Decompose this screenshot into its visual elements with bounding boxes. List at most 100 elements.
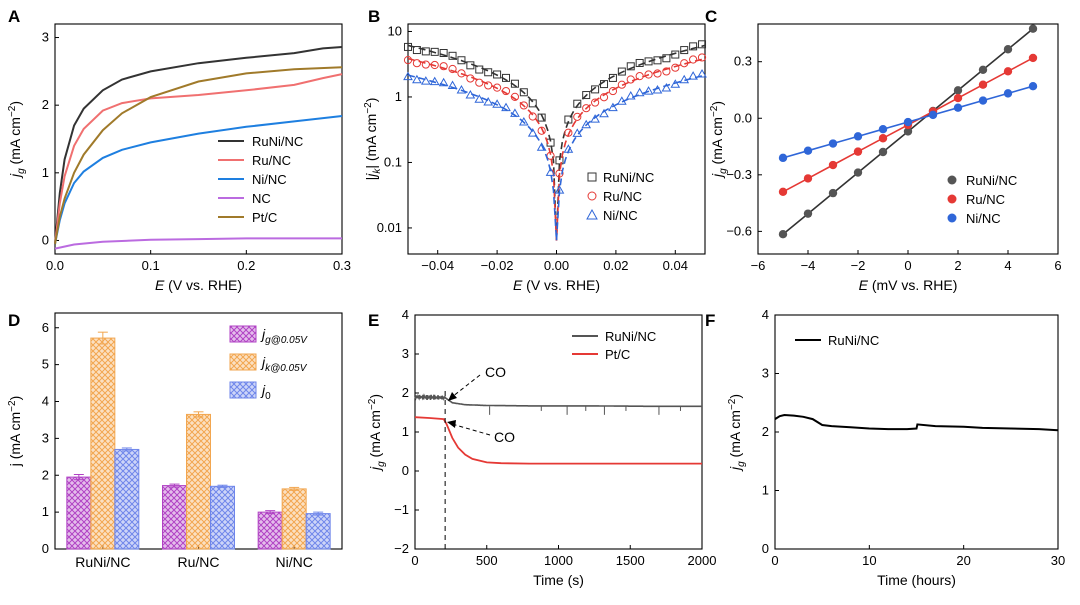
panel-e-xlabel: Time (s) — [533, 572, 584, 588]
panel-b-point-ru-nc — [555, 169, 564, 178]
panel-d-bar-jk-0-05v — [90, 337, 116, 550]
panel-c-point-runi-nc — [803, 209, 813, 218]
panel-b-point-ni-nc — [447, 80, 458, 90]
panel-c-point-runi-nc — [1028, 24, 1038, 33]
panel-c-xtick-label: −6 — [751, 258, 766, 273]
panel-b-point-ru-nc — [680, 59, 689, 68]
panel-b-point-ru-nc — [599, 93, 609, 102]
panel-d-ytick-label: 6 — [42, 320, 49, 335]
panel-b-xtick-label: 0.04 — [663, 258, 688, 273]
panel-b-point-ru-nc — [493, 83, 502, 92]
panel-c-point-ru-nc — [878, 134, 888, 143]
panel-b-point-ni-nc — [483, 96, 494, 106]
panel-a-series-ru-nc — [54, 73, 343, 245]
panel-b-point-ru-nc — [484, 81, 493, 90]
panel-b-ytick-label: 10 — [388, 23, 402, 38]
panel-c-legend-label: Ru/NC — [966, 192, 1005, 207]
panel-d-legend-swatch — [229, 325, 257, 343]
panel-b-point-runi-nc — [689, 42, 698, 51]
panel-b-fit-ru-nc — [407, 57, 706, 241]
panel-b-point-ni-nc — [643, 86, 654, 95]
panel-b-point-ni-nc — [670, 79, 681, 88]
panel-c-point-ni-nc — [1028, 82, 1038, 91]
panel-a-xlabel: E (V vs. RHE) — [155, 277, 242, 293]
panel-b-point-runi-nc — [510, 79, 519, 88]
panel-b-point-ni-nc — [518, 116, 529, 126]
panel-c-point-ru-nc — [803, 174, 813, 183]
panel-b-point-ru-nc — [403, 55, 413, 65]
panel-f-ytick-label: 2 — [762, 424, 769, 439]
panel-d-bar-jg-0-05v — [162, 485, 187, 550]
panel-b-point-ru-nc — [653, 69, 662, 78]
panel-b-point-ni-nc — [510, 108, 520, 117]
panel-b-point-ru-nc — [448, 64, 457, 74]
panel-b-point-ru-nc — [537, 126, 546, 135]
panel-c-point-ni-nc — [803, 146, 813, 155]
panel-b-point-runi-nc — [466, 61, 475, 70]
panel-b-point-runi-nc — [555, 156, 564, 165]
panel-b-point-ru-nc — [528, 112, 537, 121]
panel-b-legend-marker — [587, 172, 597, 182]
panel-b-point-ni-nc — [536, 142, 547, 151]
panel-b-xtick-label: −0.04 — [421, 258, 454, 273]
panel-c-point-ni-nc — [778, 153, 788, 163]
panel-b-point-runi-nc — [662, 54, 671, 63]
panel-d-bar-j0 — [305, 513, 331, 550]
panel-b-point-runi-nc — [404, 42, 412, 51]
panel-d-bar-j0 — [114, 448, 140, 550]
panel-c-point-runi-nc — [878, 147, 888, 157]
panel-c-point-runi-nc — [778, 230, 788, 239]
panel-e-ytick-label: 0 — [402, 463, 409, 478]
panel-c-legend-marker — [947, 175, 957, 185]
panel-b-point-ni-nc — [465, 90, 476, 99]
panel-c-xtick-label: 2 — [954, 258, 961, 273]
panel-f-xlabel: Time (hours) — [877, 572, 956, 588]
panel-f-xtick-label: 30 — [1051, 553, 1065, 568]
panel-b-point-ni-nc — [527, 128, 538, 137]
panel-b-point-ru-nc — [430, 60, 439, 70]
panel-b-point-runi-nc — [430, 47, 439, 56]
panel-c-ytick-label: −0.3 — [726, 167, 752, 182]
panel-c-point-ni-nc — [828, 139, 838, 148]
panel-b-point-runi-nc — [493, 70, 502, 79]
panel-b-point-ru-nc — [591, 98, 600, 107]
panel-d-ytick-label: 2 — [42, 467, 49, 482]
panel-b-point-runi-nc — [626, 62, 635, 71]
panel-b-point-runi-nc — [519, 88, 528, 97]
panel-b-point-ni-nc — [429, 76, 440, 86]
panel-c-point-ru-nc — [853, 147, 863, 156]
panel-e-ytick-label: 4 — [402, 307, 409, 322]
panel-b-point-runi-nc — [573, 99, 582, 108]
panel-e-ytick-label: −2 — [394, 541, 409, 556]
panel-c-legend-marker — [947, 194, 957, 204]
panel-e-ytick-label: 2 — [402, 385, 409, 400]
panel-e-xtick-label: 1500 — [616, 553, 645, 568]
panel-d-category-label: Ru/NC — [177, 554, 219, 570]
panel-c-point-runi-nc — [903, 127, 913, 136]
panel-b-point-runi-nc — [528, 99, 537, 108]
panel-c-point-ni-nc — [1003, 89, 1013, 98]
panel-e-series-pt-c — [414, 416, 702, 465]
panel-c-xlabel: E (mV vs. RHE) — [859, 277, 958, 293]
panel-b-point-ru-nc — [697, 53, 707, 62]
panel-c-point-runi-nc — [828, 188, 838, 198]
panel-d-ytick-label: 0 — [42, 541, 49, 556]
panel-b-point-runi-nc — [484, 68, 493, 77]
panel-d-legend-swatch — [229, 381, 257, 399]
panel-b-legend-label: Ni/NC — [603, 208, 638, 223]
panel-b-chart: −0.04 −0.02 0.00 0.02 0.04 0.01 0.1 1 10 E (V vs.… — [363, 23, 707, 293]
panel-b-point-runi-nc — [644, 57, 653, 66]
panel-f-ytick-label: 3 — [762, 366, 769, 381]
panel-c-point-runi-nc — [853, 168, 863, 177]
panel-b-point-runi-nc — [608, 73, 617, 82]
panel-f-xtick-label: 0 — [771, 553, 778, 568]
panel-b-legend-label: Ru/NC — [603, 189, 642, 204]
panel-c-ytick-label: −0.6 — [726, 223, 752, 238]
panel-b-point-runi-nc — [635, 58, 644, 67]
panel-b-legend-marker — [587, 191, 597, 201]
panel-b-point-ni-nc — [456, 84, 467, 94]
panel-b-fit-ni-nc — [407, 74, 706, 241]
panel-b-point-runi-nc — [653, 56, 662, 65]
panel-f-xtick-label: 20 — [956, 553, 970, 568]
